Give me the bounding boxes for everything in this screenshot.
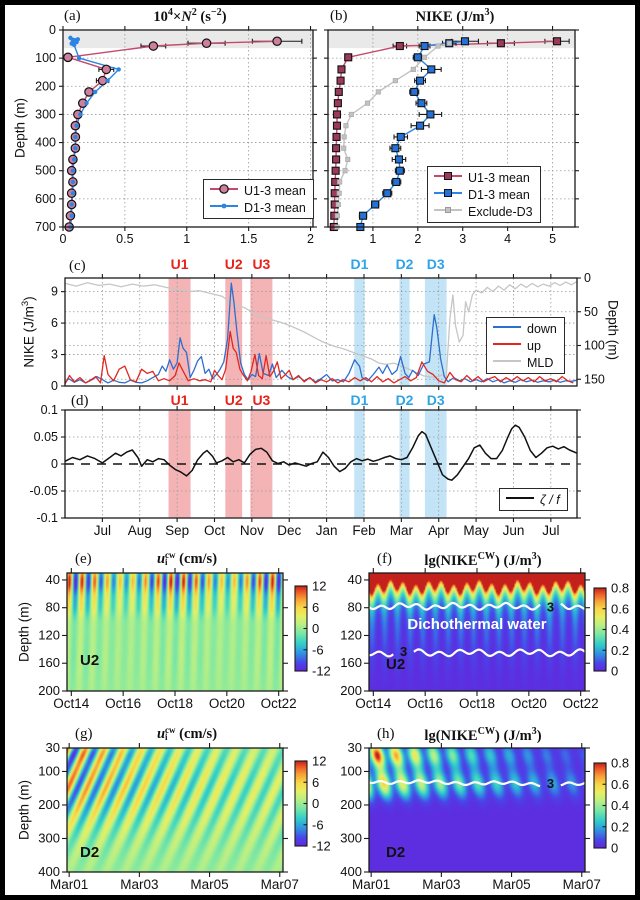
- down-line-icon: [492, 321, 522, 336]
- band-label-c: U3: [252, 256, 271, 272]
- panel-letter-a: (a): [64, 8, 81, 24]
- annotation-dichothermal: Dichothermal water: [407, 616, 547, 633]
- ylabel-c-right: Depth (m): [605, 299, 621, 361]
- panel-letter-b: (b): [330, 8, 348, 24]
- annotation-u2-f: U2: [386, 656, 406, 673]
- title-a: 104×N2 (s−2): [153, 7, 227, 25]
- band-label-c: D3: [426, 256, 445, 272]
- legend-label: U1-3 mean: [244, 183, 306, 198]
- band-label-d: D1: [350, 392, 369, 408]
- u-mean-square-icon: [433, 170, 463, 185]
- zeta-line-icon: [505, 492, 535, 507]
- legend-item: D1-3 mean: [209, 199, 306, 216]
- legend-label: D1-3 mean: [468, 187, 530, 202]
- legend-label: MLD: [527, 355, 554, 370]
- band-label-c: D1: [350, 256, 369, 272]
- legend-label: up: [527, 338, 541, 353]
- mld-line-icon: [492, 355, 522, 370]
- band-label-c: U1: [170, 256, 189, 272]
- legend-item: Exclude-D3: [433, 203, 533, 220]
- title-g: u cw i (cm/s): [156, 725, 218, 743]
- legend-label: U1-3 mean: [468, 170, 530, 185]
- panel-letter-f: (f): [377, 551, 392, 567]
- u-mean-line-icon: [209, 183, 239, 198]
- title-e: u cw i (cm/s): [156, 550, 218, 568]
- legend-label: D1-3 mean: [244, 200, 306, 215]
- legend-label: down: [527, 321, 557, 336]
- heatmap-e: [67, 573, 283, 691]
- legend-b: U1-3 mean D1-3 mean Exclude-D3: [427, 166, 541, 223]
- legend-item: D1-3 mean: [433, 186, 533, 203]
- legend-label: ζ / f: [540, 492, 560, 507]
- band-label-d: U3: [252, 392, 271, 408]
- title-h: lg(NIKECW) (J/m3): [424, 726, 542, 744]
- band-label-d: U1: [170, 392, 189, 408]
- band-label-c: D2: [395, 256, 414, 272]
- legend-d: ζ / f: [499, 488, 568, 511]
- band-label-d: U2: [224, 392, 243, 408]
- legend-a: U1-3 mean D1-3 mean: [203, 179, 314, 219]
- colorbar-g: [295, 761, 307, 846]
- band-label-c: U2: [224, 256, 243, 272]
- d-mean-line-icon: [209, 200, 239, 215]
- legend-item: U1-3 mean: [433, 169, 533, 186]
- panel-letter-d: (d): [71, 393, 89, 409]
- band-label-d: D2: [395, 392, 414, 408]
- ylabel-g: Depth (m): [16, 779, 32, 841]
- title-b: NIKE (J/m3): [415, 7, 495, 25]
- colorbar-h: [594, 763, 606, 848]
- legend-item: down: [492, 320, 557, 337]
- legend-item: up: [492, 337, 557, 354]
- colorbar-e: [295, 586, 307, 671]
- title-f: lg(NIKECW) (J/m3): [424, 551, 542, 569]
- band-label-d: D3: [426, 392, 445, 408]
- legend-item: U1-3 mean: [209, 182, 306, 199]
- legend-c: down up MLD: [486, 317, 565, 374]
- legend-item: MLD: [492, 354, 557, 371]
- legend-label: Exclude-D3: [468, 204, 533, 219]
- ylabel-c: NIKE (J/m3): [19, 296, 37, 368]
- ylabel-e: Depth (m): [16, 601, 32, 663]
- panel-letter-c: (c): [69, 258, 86, 274]
- annotation-d2-h: D2: [386, 844, 406, 861]
- heatmap-g: [67, 748, 283, 872]
- panel-letter-e: (e): [75, 551, 92, 567]
- colorbar-f: [594, 588, 606, 671]
- up-line-icon: [492, 338, 522, 353]
- exclude-d3-line-icon: [433, 204, 463, 219]
- annotation-d2-g: D2: [80, 844, 100, 861]
- annotation-u2-e: U2: [80, 652, 100, 669]
- d-mean-square-icon: [433, 187, 463, 202]
- panel-letter-h: (h): [377, 726, 395, 742]
- legend-item: ζ / f: [505, 491, 560, 508]
- panel-letter-g: (g): [75, 726, 93, 742]
- ylabel-a: Depth (m): [12, 97, 28, 159]
